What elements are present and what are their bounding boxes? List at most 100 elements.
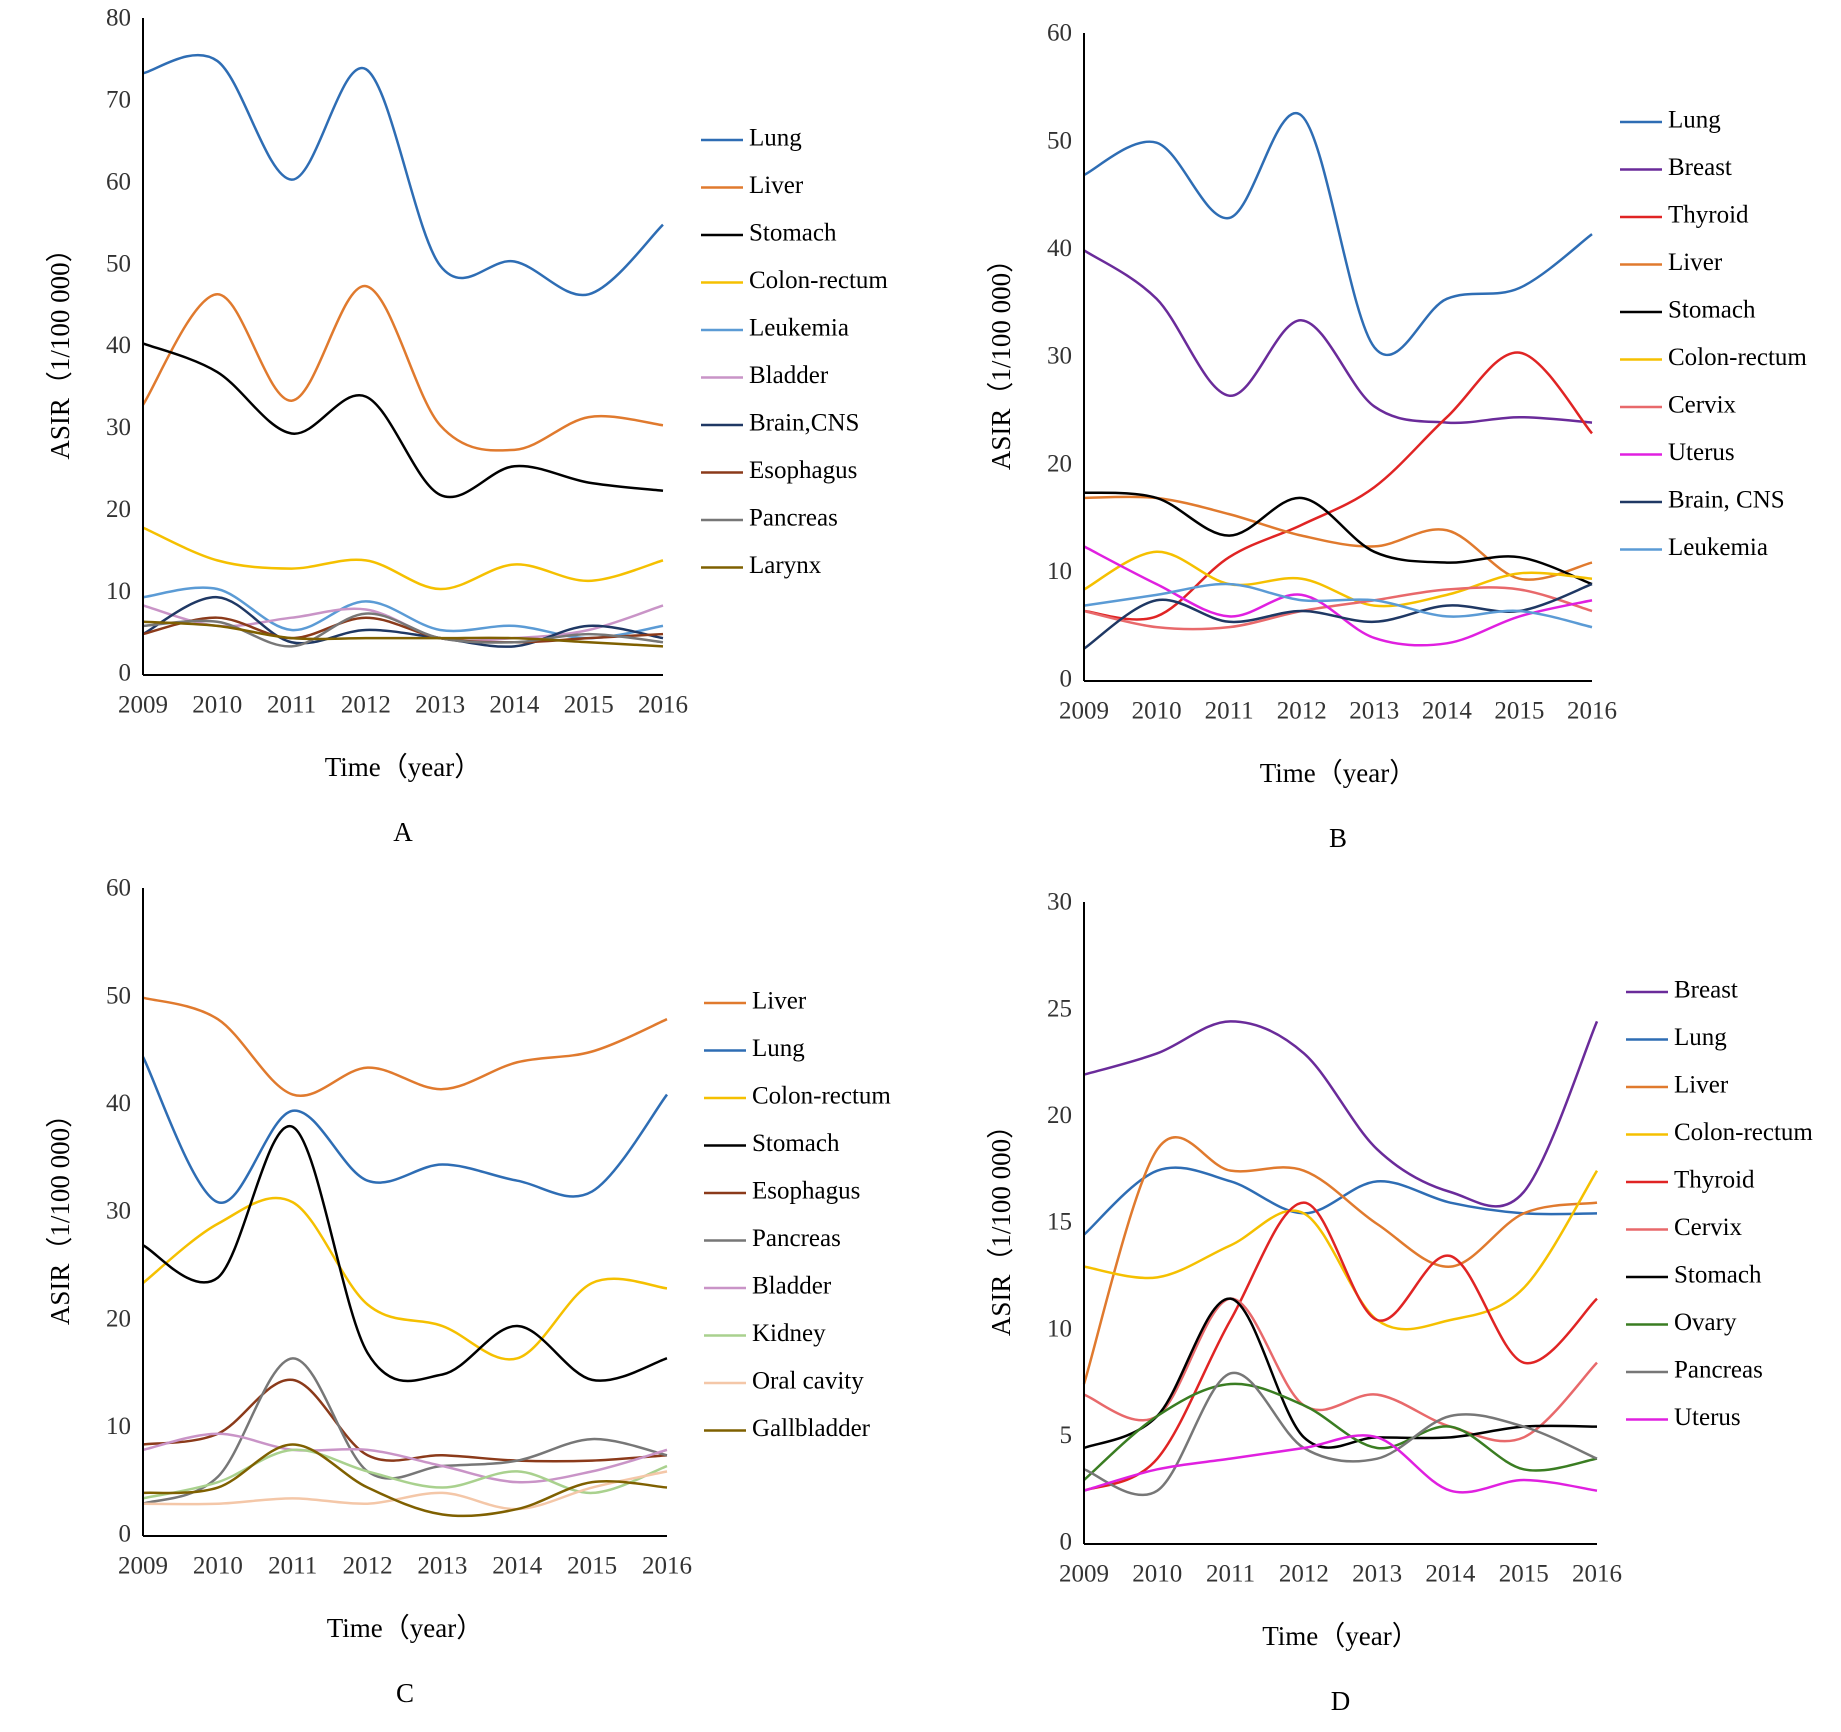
- legend-label: Lung: [1674, 1024, 1727, 1051]
- y-axis-label: ASIR（1/100 000）: [45, 1101, 75, 1325]
- y-tick-label: 40: [106, 1090, 131, 1117]
- legend-label: Liver: [1668, 249, 1723, 276]
- legend-label: Breast: [1668, 154, 1732, 181]
- legend-label: Bladder: [752, 1273, 832, 1300]
- x-tick-label: 2014: [1422, 698, 1473, 725]
- legend-label: Stomach: [749, 220, 837, 247]
- x-tick-label: 2010: [192, 692, 242, 719]
- legend-label: Liver: [752, 988, 807, 1015]
- legend-label: Uterus: [1674, 1404, 1741, 1431]
- series-line: [1083, 1371, 1598, 1497]
- series-line: [1083, 1297, 1598, 1443]
- series-line: [1083, 495, 1593, 581]
- legend-label: Cervix: [1668, 392, 1737, 419]
- legend-label: Oral cavity: [752, 1368, 864, 1395]
- legend-label: Stomach: [1674, 1262, 1762, 1289]
- legend-label: Lung: [1668, 107, 1721, 134]
- y-tick-label: 60: [106, 875, 131, 902]
- y-tick-label: 0: [1060, 1529, 1073, 1556]
- x-tick-label: 2010: [1132, 698, 1182, 725]
- series-line: [1083, 249, 1593, 425]
- legend-label: Stomach: [752, 1130, 840, 1157]
- legend-label: Pancreas: [752, 1225, 841, 1252]
- x-tick-label: 2013: [1349, 698, 1399, 725]
- legend-label: Liver: [749, 172, 804, 199]
- panel-label: A: [393, 817, 413, 847]
- x-tick-label: 2011: [268, 1553, 317, 1580]
- x-tick-label: 2011: [1206, 1561, 1255, 1588]
- x-tick-label: 2013: [415, 692, 465, 719]
- series-line: [1083, 1201, 1598, 1492]
- y-tick-label: 50: [1047, 127, 1072, 154]
- series-line: [142, 616, 664, 644]
- series-line: [1083, 1434, 1598, 1494]
- legend-label: Cervix: [1674, 1214, 1743, 1241]
- x-tick-label: 2011: [267, 692, 316, 719]
- x-tick-label: 2016: [638, 692, 688, 719]
- y-tick-label: 10: [106, 1413, 131, 1440]
- legend-label: Colon-rectum: [749, 267, 888, 294]
- y-tick-label: 0: [119, 1521, 132, 1548]
- legend-label: Esophagus: [749, 457, 857, 484]
- series-line: [1083, 586, 1593, 631]
- legend-label: Lung: [752, 1035, 805, 1062]
- y-tick-label: 10: [106, 578, 131, 605]
- x-tick-label: 2012: [341, 692, 391, 719]
- series-line: [1083, 351, 1593, 621]
- series-line: [142, 1125, 668, 1383]
- legend-label: Stomach: [1668, 297, 1756, 324]
- series-line: [142, 1432, 668, 1484]
- y-tick-label: 40: [1047, 235, 1072, 262]
- y-axis-label: ASIR（1/100 000）: [45, 235, 75, 459]
- legend-label: Kidney: [752, 1320, 826, 1347]
- legend-label: Uterus: [1668, 439, 1735, 466]
- legend-label: Larynx: [749, 552, 822, 579]
- x-tick-label: 2012: [1279, 1561, 1329, 1588]
- series-line: [142, 1470, 668, 1511]
- legend-label: Leukemia: [1668, 534, 1768, 561]
- series-line: [142, 996, 668, 1098]
- y-tick-label: 20: [1047, 450, 1072, 477]
- x-tick-label: 2015: [567, 1553, 617, 1580]
- panel-label: C: [396, 1678, 414, 1708]
- y-tick-label: 5: [1060, 1422, 1073, 1449]
- legend-label: Colon-rectum: [1674, 1119, 1813, 1146]
- legend-label: Liver: [1674, 1072, 1729, 1099]
- series-line: [142, 586, 664, 640]
- series-line: [142, 1378, 668, 1463]
- y-tick-label: 60: [1047, 20, 1072, 47]
- legend-label: Bladder: [749, 362, 829, 389]
- y-tick-label: 25: [1047, 995, 1072, 1022]
- legend-label: Breast: [1674, 977, 1738, 1004]
- series-line: [1083, 550, 1593, 608]
- y-tick-label: 20: [106, 496, 131, 523]
- y-tick-label: 10: [1047, 1315, 1072, 1342]
- x-tick-label: 2014: [1425, 1561, 1476, 1588]
- series-line: [1083, 545, 1593, 647]
- legend-label: Ovary: [1674, 1309, 1737, 1336]
- series-line: [1083, 111, 1593, 357]
- legend-label: Brain,CNS: [749, 410, 859, 437]
- x-axis-label: Time（year）: [1260, 758, 1417, 788]
- legend-label: Brain, CNS: [1668, 487, 1785, 514]
- x-tick-label: 2016: [1572, 1561, 1622, 1588]
- series-line: [141, 284, 664, 452]
- x-tick-label: 2012: [1277, 698, 1327, 725]
- panel-label: B: [1329, 823, 1347, 853]
- x-axis-label: Time（year）: [327, 1613, 484, 1643]
- x-tick-label: 2015: [1499, 1561, 1549, 1588]
- series-line: [142, 620, 664, 648]
- x-axis-label: Time（year）: [1262, 1621, 1419, 1651]
- series-line: [142, 595, 664, 648]
- y-tick-label: 60: [106, 168, 131, 195]
- legend-label: Lung: [749, 125, 802, 152]
- legend-label: Colon-rectum: [752, 1083, 891, 1110]
- x-tick-label: 2009: [1059, 1561, 1109, 1588]
- legend-label: Pancreas: [749, 505, 838, 532]
- series-line: [142, 612, 664, 648]
- series-line: [142, 1448, 668, 1500]
- y-tick-label: 30: [1047, 889, 1072, 916]
- x-tick-label: 2016: [642, 1553, 692, 1580]
- x-tick-label: 2015: [564, 692, 614, 719]
